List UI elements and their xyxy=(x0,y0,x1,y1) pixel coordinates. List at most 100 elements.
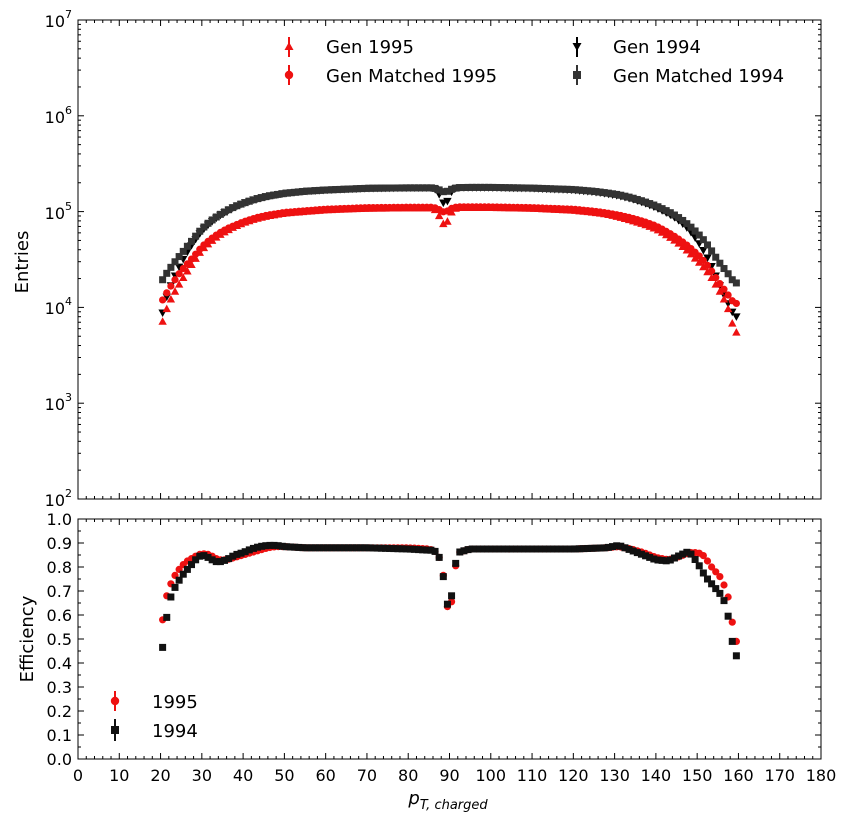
marker-eff-1994 xyxy=(249,544,257,552)
marker-eff-1994 xyxy=(580,545,588,553)
legend-triangle-up-marker xyxy=(284,42,294,50)
marker-gen-matched-1994 xyxy=(617,191,625,199)
marker-gen-matched-1994 xyxy=(307,187,315,195)
marker-gen-matched-1994 xyxy=(580,186,588,194)
marker-gen-matched-1994 xyxy=(584,187,592,195)
marker-gen-matched-1994 xyxy=(728,276,736,284)
marker-eff-1994 xyxy=(328,544,336,552)
marker-gen-matched-1995 xyxy=(163,289,171,297)
efficiency-panel: 0 10 20 30 40 50 60 70 80 90 100 110 120 130 140 150 160… xyxy=(17,510,836,813)
marker-gen-matched-1994 xyxy=(188,237,196,245)
entries-y-axis-label: Entries xyxy=(12,231,33,294)
marker-gen-matched-1994 xyxy=(415,184,423,192)
marker-gen-matched-1994 xyxy=(382,184,390,192)
marker-eff-1994 xyxy=(571,545,579,553)
marker-eff-1994 xyxy=(287,543,295,551)
marker-gen-matched-1994 xyxy=(675,214,683,222)
legend-label-1994: 1994 xyxy=(152,721,198,742)
marker-eff-1994 xyxy=(353,544,361,552)
legend-label-gen-1994: Gen 1994 xyxy=(613,37,701,58)
marker-gen-matched-1994 xyxy=(192,232,200,240)
marker-eff-1994 xyxy=(485,545,493,553)
marker-eff-1994 xyxy=(662,557,670,565)
entries-y-tick-label: 105 xyxy=(45,200,72,223)
marker-gen-matched-1994 xyxy=(208,216,216,224)
marker-gen-1995 xyxy=(179,273,188,282)
marker-eff-1994 xyxy=(394,545,402,553)
marker-gen-matched-1994 xyxy=(703,241,711,249)
marker-gen-matched-1995 xyxy=(167,282,175,290)
marker-gen-matched-1994 xyxy=(683,220,691,228)
marker-gen-1995 xyxy=(715,287,725,295)
marker-gen-matched-1995 xyxy=(708,267,716,275)
marker-gen-1995 xyxy=(443,217,452,225)
x-tick-label: 100 xyxy=(476,766,507,785)
marker-eff-1994 xyxy=(629,547,637,555)
marker-eff-1994 xyxy=(691,556,699,563)
marker-gen-matched-1994 xyxy=(633,195,641,203)
marker-gen-matched-1994 xyxy=(468,183,476,191)
marker-gen-1995 xyxy=(439,219,448,228)
marker-gen-1994 xyxy=(443,197,452,206)
marker-gen-matched-1994 xyxy=(732,279,740,287)
entries-y-ticks xyxy=(78,19,821,500)
marker-eff-1994 xyxy=(258,542,266,550)
marker-gen-matched-1994 xyxy=(716,259,724,267)
marker-eff-1994 xyxy=(708,580,716,588)
marker-eff-1994 xyxy=(675,552,683,560)
marker-gen-1995 xyxy=(166,294,176,303)
marker-eff-1994 xyxy=(225,555,233,563)
marker-gen-matched-1994 xyxy=(200,223,208,231)
marker-gen-matched-1994 xyxy=(530,184,538,192)
marker-gen-matched-1995 xyxy=(699,256,707,265)
x-tick-label: 10 xyxy=(109,766,129,785)
marker-eff-1994 xyxy=(637,550,645,558)
marker-eff-1994 xyxy=(534,545,542,553)
marker-gen-matched-1994 xyxy=(670,211,678,219)
marker-eff-1994 xyxy=(208,556,216,564)
y-tick-label: 0.4 xyxy=(47,654,72,673)
entries-y-tick-label: 107 xyxy=(45,8,72,31)
marker-eff-1994 xyxy=(724,612,732,620)
marker-eff-1994 xyxy=(398,545,406,553)
marker-gen-matched-1994 xyxy=(621,192,629,200)
marker-gen-matched-1994 xyxy=(563,185,571,193)
entries-y-tick-labels: 102 103 104 105 106 107 xyxy=(45,8,72,510)
marker-gen-matched-1994 xyxy=(493,183,501,191)
marker-gen-matched-1994 xyxy=(311,187,319,195)
marker-gen-matched-1995 xyxy=(720,285,728,293)
marker-gen-matched-1994 xyxy=(679,216,687,224)
marker-gen-matched-1994 xyxy=(328,186,336,194)
marker-eff-1994 xyxy=(188,561,196,569)
marker-gen-matched-1994 xyxy=(472,183,480,191)
marker-gen-matched-1994 xyxy=(336,185,344,193)
marker-eff-1994 xyxy=(547,545,555,553)
legend-circle-marker xyxy=(284,70,294,80)
marker-eff-1994 xyxy=(254,543,262,551)
marker-eff-1995 xyxy=(720,581,728,589)
marker-gen-matched-1994 xyxy=(410,184,418,192)
marker-eff-1994 xyxy=(427,546,435,554)
marker-gen-matched-1994 xyxy=(332,186,340,194)
legend-item-gen-1995: Gen 1995 xyxy=(284,37,414,58)
y-tick-label: 0.0 xyxy=(47,750,72,769)
marker-eff-1995 xyxy=(728,618,736,626)
marker-eff-1994 xyxy=(452,559,460,567)
marker-eff-1994 xyxy=(617,542,625,550)
marker-eff-1994 xyxy=(423,546,431,554)
marker-eff-1995 xyxy=(716,573,724,581)
marker-gen-1995 xyxy=(162,304,171,313)
marker-eff-1994 xyxy=(303,544,311,552)
entries-x-minor-ticks xyxy=(85,20,814,499)
marker-eff-1994 xyxy=(410,545,418,553)
marker-eff-1994 xyxy=(163,613,171,621)
marker-gen-matched-1994 xyxy=(299,187,307,195)
marker-gen-matched-1994 xyxy=(481,183,489,191)
y-tick-label: 0.8 xyxy=(47,558,72,577)
marker-gen-matched-1994 xyxy=(159,276,167,284)
marker-gen-matched-1994 xyxy=(196,227,204,235)
marker-gen-matched-1994 xyxy=(551,185,559,193)
marker-gen-matched-1994 xyxy=(526,184,534,192)
x-tick-label: 70 xyxy=(357,766,377,785)
